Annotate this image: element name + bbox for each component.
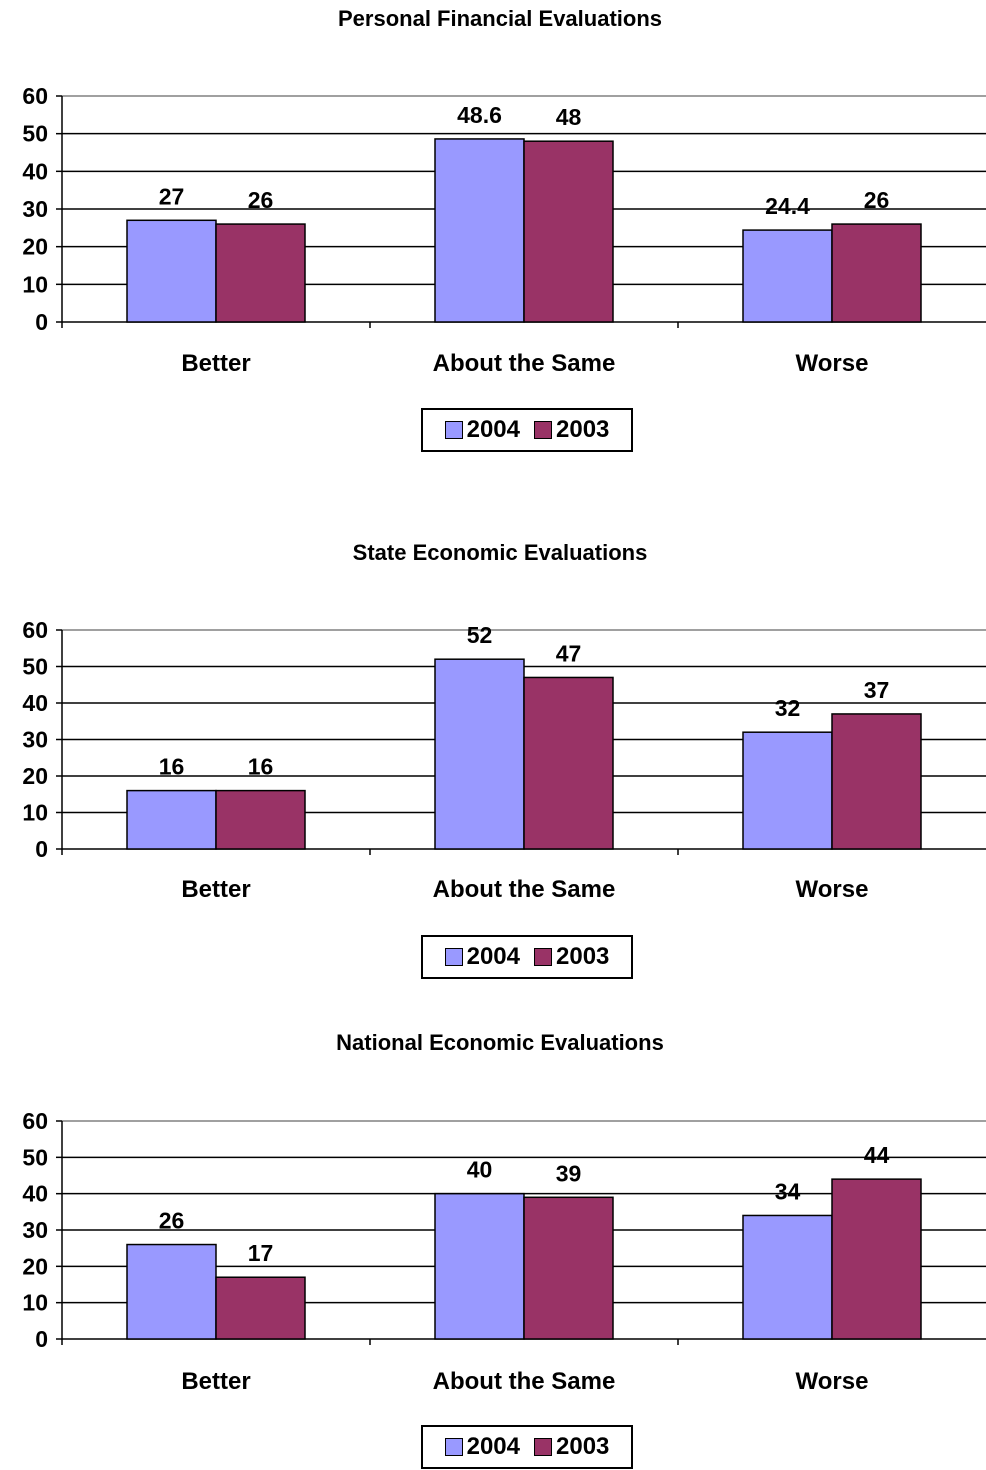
- y-tick-label: 0: [35, 1326, 48, 1352]
- data-label: 52: [467, 622, 493, 648]
- data-label: 39: [556, 1160, 582, 1186]
- bar-2004-about-the-same: [434, 138, 525, 323]
- legend-label-2004: 2004: [466, 1433, 520, 1460]
- y-tick-label: 0: [35, 836, 48, 862]
- chart-svg: National Economic Evaluations 0 10 20 30 40 50…: [22, 1030, 986, 1395]
- bar-2004-better: [126, 219, 217, 323]
- bar-2004-about-the-same: [434, 658, 525, 850]
- category-label: Better: [181, 350, 250, 377]
- data-label: 47: [556, 640, 582, 666]
- legend-item-2004: 2004: [444, 943, 520, 971]
- bar-2004-about-the-same: [434, 1192, 525, 1340]
- data-label: 48: [556, 104, 582, 130]
- bar-2003-worse: [831, 1178, 922, 1340]
- category-label: About the Same: [433, 1368, 616, 1395]
- legend-label-2003: 2003: [556, 943, 610, 970]
- legend-item-2003: 2003: [534, 416, 609, 444]
- data-label: 37: [864, 677, 890, 703]
- data-label: 26: [159, 1208, 185, 1234]
- y-tick-label: 0: [35, 309, 48, 335]
- data-label: 48.6: [457, 102, 502, 128]
- bar-2003-worse: [831, 223, 922, 323]
- chart-title: Personal Financial Evaluations: [338, 6, 662, 31]
- y-tick-label: 30: [22, 727, 48, 753]
- y-tick-label: 50: [22, 654, 48, 680]
- legend-swatch-2003: [534, 948, 552, 966]
- legend-swatch-2004: [444, 421, 463, 439]
- category-label: About the Same: [433, 876, 616, 903]
- y-tick-label: 20: [22, 763, 48, 789]
- bar-2003-about-the-same: [523, 1196, 614, 1340]
- y-tick-label: 20: [22, 1253, 48, 1279]
- legend-swatch-2004: [444, 1438, 463, 1456]
- category-label: Worse: [796, 350, 869, 377]
- bar-2004-worse: [742, 229, 833, 323]
- data-label: 34: [775, 1178, 801, 1204]
- y-tick-label: 20: [22, 234, 48, 260]
- y-tick-label: 50: [22, 1144, 48, 1170]
- y-tick-label: 40: [22, 158, 48, 184]
- legend-item-2004: 2004: [444, 1433, 520, 1461]
- legend-swatch-2003: [534, 421, 552, 439]
- data-label: 17: [248, 1240, 274, 1266]
- legend-item-2003: 2003: [534, 943, 609, 971]
- legend-swatch-2003: [534, 1438, 552, 1456]
- legend-item-2004: 2004: [444, 416, 520, 444]
- personal-financial-chart: Personal Financial Evaluations 0 10 20 30 40 5…: [0, 0, 986, 470]
- state-economic-chart: State Economic Evaluations 0 10 20 30 40 50 60 1…: [0, 530, 986, 1000]
- y-tick-label: 10: [22, 800, 48, 826]
- y-tick-label: 50: [22, 121, 48, 147]
- bar-2003-better: [215, 1276, 306, 1340]
- data-label: 26: [864, 187, 890, 213]
- chart-legend: 2004 2003: [421, 408, 633, 452]
- legend-swatch-2004: [444, 948, 463, 966]
- bar-2003-about-the-same: [523, 676, 614, 850]
- y-tick-label: 30: [22, 1217, 48, 1243]
- bar-2004-better: [126, 1243, 217, 1340]
- national-economic-chart: National Economic Evaluations 0 10 20 30 40 50…: [0, 1020, 986, 1470]
- chart-svg: State Economic Evaluations 0 10 20 30 40 50 60 1…: [22, 540, 986, 903]
- category-label: Better: [181, 876, 250, 903]
- bar-2003-worse: [831, 713, 922, 850]
- chart-legend: 2004 2003: [421, 1425, 633, 1469]
- legend-label-2003: 2003: [556, 1433, 610, 1460]
- data-label: 24.4: [765, 193, 810, 219]
- category-label: Better: [181, 1368, 250, 1395]
- y-tick-label: 30: [22, 196, 48, 222]
- data-label: 44: [864, 1142, 890, 1168]
- legend-label-2004: 2004: [466, 943, 520, 970]
- bar-2004-worse: [742, 731, 833, 850]
- data-label: 32: [775, 695, 801, 721]
- chart-title: State Economic Evaluations: [353, 540, 648, 565]
- data-label: 26: [248, 187, 274, 213]
- y-tick-label: 60: [22, 1108, 48, 1134]
- y-tick-label: 40: [22, 1181, 48, 1207]
- bar-2004-worse: [742, 1214, 833, 1340]
- legend-label-2003: 2003: [556, 416, 610, 443]
- category-label: Worse: [796, 876, 869, 903]
- data-label: 40: [467, 1157, 493, 1183]
- y-tick-label: 10: [22, 271, 48, 297]
- chart-title: National Economic Evaluations: [336, 1030, 664, 1055]
- chart-svg: Personal Financial Evaluations 0 10 20 30 40 5…: [22, 6, 986, 377]
- legend-item-2003: 2003: [534, 1433, 609, 1461]
- y-tick-label: 60: [22, 83, 48, 109]
- legend-label-2004: 2004: [466, 416, 520, 443]
- bar-2003-better: [215, 789, 306, 850]
- bar-2003-better: [215, 223, 306, 323]
- data-label: 16: [248, 754, 274, 780]
- y-tick-label: 40: [22, 690, 48, 716]
- y-tick-label: 10: [22, 1290, 48, 1316]
- category-label: Worse: [796, 1368, 869, 1395]
- bar-2004-better: [126, 789, 217, 850]
- data-label: 27: [159, 183, 185, 209]
- y-tick-label: 60: [22, 617, 48, 643]
- category-label: About the Same: [433, 350, 616, 377]
- chart-legend: 2004 2003: [421, 935, 633, 979]
- bar-2003-about-the-same: [523, 140, 614, 323]
- data-label: 16: [159, 754, 185, 780]
